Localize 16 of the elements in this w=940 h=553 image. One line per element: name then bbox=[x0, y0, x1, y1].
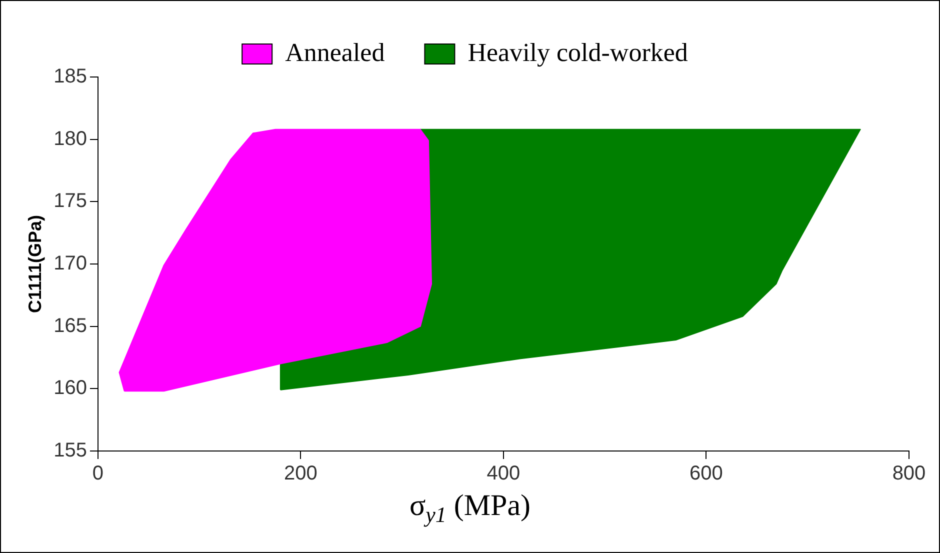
legend-label: Heavily cold-worked bbox=[468, 38, 688, 67]
x-tick-label: 200 bbox=[284, 462, 318, 485]
y-tick-label: 175 bbox=[54, 190, 87, 212]
x-tick-label: 0 bbox=[92, 462, 104, 485]
y-tick-label: 160 bbox=[54, 377, 87, 400]
y-tick-label: 155 bbox=[54, 440, 87, 462]
x-axis-title: σ$_{y1}$ (MPa) bbox=[408, 489, 532, 528]
x-tick-label: 800 bbox=[892, 462, 926, 485]
y-tick-label: 170 bbox=[54, 252, 87, 275]
legend-label: Annealed bbox=[285, 38, 385, 67]
y-axis-title: C1111(GPa) bbox=[24, 214, 45, 314]
y-tick-label: 165 bbox=[54, 314, 87, 337]
y-tick-label: 180 bbox=[54, 128, 87, 150]
x-tick-label: 400 bbox=[486, 462, 520, 485]
x-tick-label: 600 bbox=[690, 462, 723, 485]
y-tick-label: 185 bbox=[54, 66, 87, 88]
